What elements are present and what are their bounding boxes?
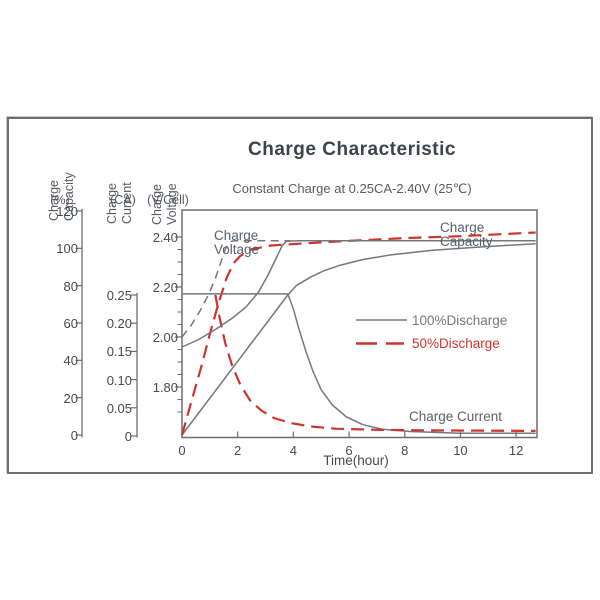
tick-label: 2.40: [152, 230, 178, 245]
tick-label: 60: [63, 316, 78, 331]
curve-label-current: Charge Current: [409, 409, 503, 424]
tick-label: 6: [345, 443, 353, 458]
curve-label-capacity: Charge Capacity: [440, 221, 493, 248]
tick-label: 2.00: [152, 330, 178, 345]
unit-voltage: (V/Cell): [147, 193, 189, 207]
tick-label: 120: [56, 204, 78, 219]
curve-label-voltage: Charge Voltage: [214, 229, 259, 256]
tick-label: 2: [234, 443, 242, 458]
curve-label-line: Charge: [440, 220, 485, 235]
series-charge-capacity-100pct: [181, 242, 536, 436]
tick-label: 1.80: [152, 380, 178, 395]
curve-label-line: Capacity: [440, 233, 493, 249]
curve-label-line: Voltage: [214, 241, 260, 257]
page-title: Charge Characteristic: [248, 139, 456, 160]
tick-label: 0.10: [106, 372, 132, 388]
tick-label: 4: [289, 443, 297, 458]
tick-label: 80: [63, 278, 78, 294]
tick-label: 20: [63, 390, 78, 406]
tick-label: 8: [401, 443, 409, 458]
tick-label: 0.15: [106, 344, 132, 360]
tick-label: 12: [508, 443, 524, 458]
plot-border: [181, 209, 538, 439]
series-charge-capacity-50pct: [180, 231, 536, 436]
panel-border: [7, 117, 593, 474]
curve-label-line: Charge: [214, 228, 259, 243]
unit-current: (CA): [110, 193, 136, 207]
legend-item-100pct-discharge: 100%Discharge: [412, 313, 508, 328]
tick-label: 0: [70, 428, 78, 443]
chart-subtitle: Constant Charge at 0.25CA-2.40V (25℃): [232, 181, 472, 196]
tick-label: 0: [124, 429, 132, 444]
tick-label: 10: [453, 443, 468, 458]
tick-label: 100: [56, 241, 78, 257]
series-charge-current-100pct: [182, 293, 536, 434]
tick-label: 0.05: [106, 400, 132, 416]
series-charge-current-50pct: [214, 294, 536, 432]
legend-item-50pct-discharge: 50%Discharge: [412, 336, 500, 351]
unit-capacity: (%): [50, 193, 70, 207]
xaxis-title: Time(hour): [323, 453, 389, 468]
tick-label: 2.20: [152, 280, 178, 295]
tick-label: 40: [63, 353, 78, 369]
series-charge-voltage-50pct: [181, 240, 291, 338]
tick-label: 0.25: [106, 288, 132, 303]
tick-label: 0.20: [106, 316, 132, 332]
tick-label: 0: [178, 443, 186, 458]
